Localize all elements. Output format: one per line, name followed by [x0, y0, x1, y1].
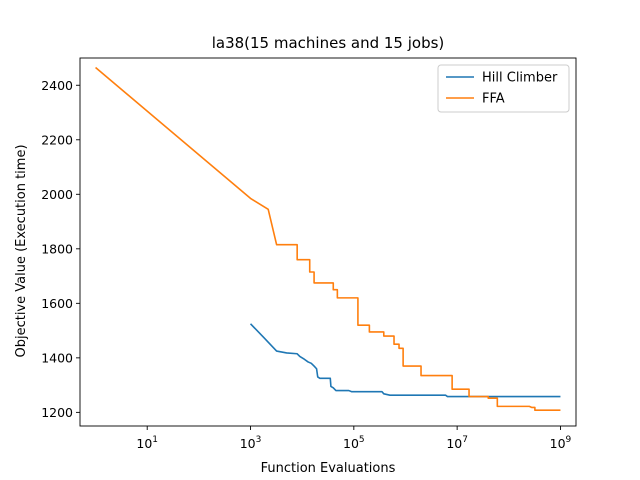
x-axis-label: Function Evaluations — [261, 461, 396, 476]
axes-frame — [79, 57, 577, 427]
y-tick-label: 1400 — [41, 350, 73, 365]
y-tick-label: 2000 — [41, 187, 73, 202]
series-line-1 — [95, 66, 561, 411]
x-tick-label: 105 — [343, 435, 365, 451]
chart-title: la38(15 machines and 15 jobs) — [212, 34, 445, 52]
y-tick-label: 1200 — [41, 405, 73, 420]
x-tick-label: 109 — [550, 435, 572, 451]
series-line-0 — [249, 323, 561, 398]
x-tick-label: 101 — [136, 435, 158, 451]
y-axis-label: Objective Value (Execution time) — [14, 144, 29, 357]
plot-area — [79, 57, 577, 427]
y-tick-label: 1600 — [41, 296, 73, 311]
legend-label-1: FFA — [482, 92, 505, 107]
legend-label-0: Hill Climber — [482, 71, 558, 86]
y-tick-label: 2400 — [41, 78, 73, 93]
x-tick-label: 107 — [446, 435, 468, 451]
y-axis: 1200 1400 1600 1800 2000 2200 2400 — [41, 78, 80, 420]
x-tick-label: 103 — [240, 435, 262, 451]
y-tick-label: 2200 — [41, 132, 73, 147]
y-tick-label: 1800 — [41, 241, 73, 256]
legend: Hill Climber FFA — [437, 64, 570, 113]
x-axis: 101 103 105 107 109 — [136, 426, 572, 451]
